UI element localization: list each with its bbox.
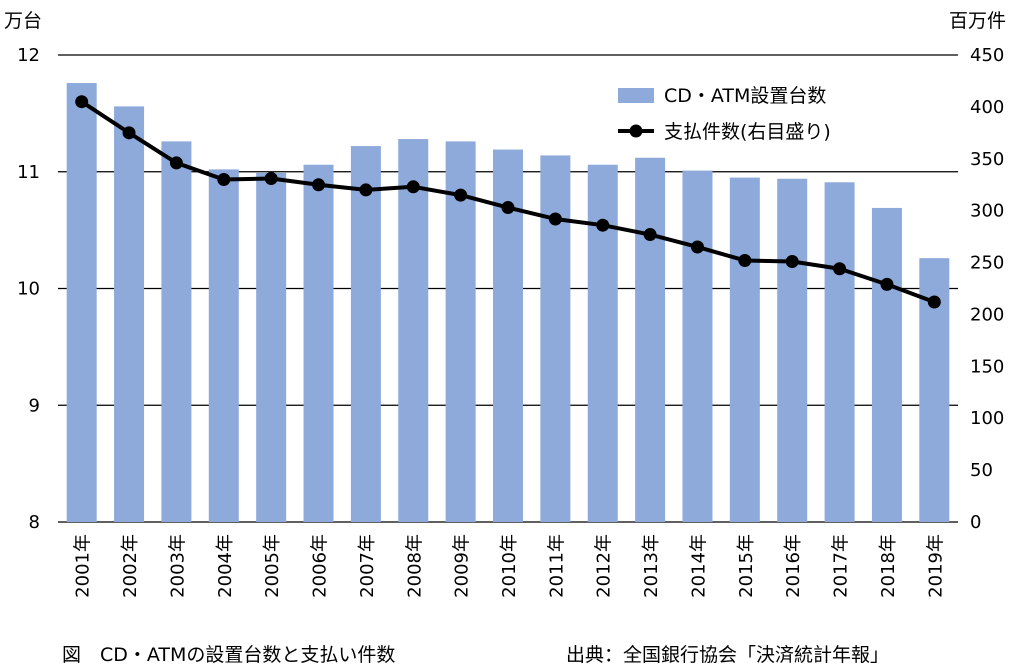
bar-2005年 xyxy=(256,172,287,523)
line-point-2001年 xyxy=(75,95,89,109)
x-tick-label: 2008年 xyxy=(404,534,425,598)
line-point-2011年 xyxy=(548,212,562,226)
line-series xyxy=(75,95,941,309)
chart: 8 9 10 11 12 0 50 100 150 200 250 300 350 400 450 万台 百万件… xyxy=(4,10,1006,598)
x-tick-label: 2019年 xyxy=(925,534,946,598)
bar-2015年 xyxy=(729,177,760,522)
figure-caption: 図 CD・ATMの設置台数と支払い件数 xyxy=(62,644,396,666)
line-point-2009年 xyxy=(454,188,468,202)
y-left-tick-label: 8 xyxy=(29,512,40,533)
line-point-2012年 xyxy=(596,218,610,232)
bar-2011年 xyxy=(540,155,571,522)
x-tick-label: 2018年 xyxy=(878,534,899,598)
x-tick-label: 2009年 xyxy=(452,534,473,598)
x-tick-label: 2002年 xyxy=(120,534,141,598)
legend-line-label: 支払件数(右目盛り) xyxy=(664,121,831,143)
y-left-tick-label: 9 xyxy=(29,395,40,416)
y-left-tick-label: 11 xyxy=(17,162,40,183)
line-point-2018年 xyxy=(880,277,894,291)
line-point-2002年 xyxy=(122,126,136,140)
y-right-tick-label: 150 xyxy=(970,356,1004,377)
x-tick-label: 2003年 xyxy=(167,534,188,598)
y-right-tick-label: 50 xyxy=(970,460,993,481)
bar-2001年 xyxy=(66,83,97,523)
source-caption: 出典：全国銀行協会「決済統計年報」 xyxy=(566,644,890,666)
x-tick-label: 2004年 xyxy=(215,534,236,598)
y-right-tick-label: 350 xyxy=(970,149,1004,170)
x-tick-label: 2005年 xyxy=(262,534,283,598)
x-tick-label: 2010年 xyxy=(499,534,520,598)
y-left-tick-label: 12 xyxy=(17,45,40,66)
y-right-tick-label: 250 xyxy=(970,253,1004,274)
bar-series xyxy=(66,83,950,523)
line-point-2013年 xyxy=(643,228,657,242)
y-right-tick-label: 200 xyxy=(970,304,1004,325)
x-tick-label: 2014年 xyxy=(688,534,709,598)
bar-2018年 xyxy=(871,207,902,522)
line-point-2004年 xyxy=(217,173,231,187)
bar-2002年 xyxy=(114,106,145,523)
bar-2007年 xyxy=(350,146,381,522)
line-point-2017年 xyxy=(833,262,847,276)
x-tick-label: 2016年 xyxy=(783,534,804,598)
y-right-tick-label: 400 xyxy=(970,97,1004,118)
line-point-2005年 xyxy=(264,171,278,185)
bar-2014年 xyxy=(682,170,713,522)
line-point-2014年 xyxy=(690,240,704,254)
y-left-tick-label: 10 xyxy=(17,279,40,300)
legend-line-marker xyxy=(629,124,643,138)
x-tick-label: 2006年 xyxy=(310,534,331,598)
line-point-2008年 xyxy=(406,180,420,194)
line-point-2019年 xyxy=(927,295,941,309)
bar-2006年 xyxy=(303,164,334,522)
y-right-tick-label: 100 xyxy=(970,408,1004,429)
x-tick-label: 2011年 xyxy=(546,534,567,598)
x-tick-label: 2015年 xyxy=(736,534,757,598)
y-left-axis-label: 万台 xyxy=(4,10,42,32)
x-tick-label: 2007年 xyxy=(357,534,378,598)
bar-2003年 xyxy=(161,141,192,522)
bar-2012年 xyxy=(587,164,618,522)
line-point-2006年 xyxy=(312,178,326,192)
line-point-2015年 xyxy=(738,253,752,267)
x-tick-label: 2017年 xyxy=(831,534,852,598)
line-point-2010年 xyxy=(501,201,515,215)
x-tick-label: 2013年 xyxy=(641,534,662,598)
axes: 8 9 10 11 12 0 50 100 150 200 250 300 350 400 450 万台 百万件… xyxy=(4,10,1006,598)
x-tick-label: 2001年 xyxy=(73,534,94,598)
legend-bar-label: CD・ATM設置台数 xyxy=(664,85,826,107)
x-tick-label: 2012年 xyxy=(594,534,615,598)
y-right-tick-label: 0 xyxy=(970,512,981,533)
line-point-2007年 xyxy=(359,183,373,197)
y-right-tick-label: 450 xyxy=(970,45,1004,66)
bar-2013年 xyxy=(635,157,666,523)
line-point-2016年 xyxy=(785,255,799,269)
bar-2008年 xyxy=(398,139,429,522)
y-right-tick-label: 300 xyxy=(970,201,1004,222)
line-point-2003年 xyxy=(169,156,183,170)
bar-2016年 xyxy=(777,178,808,522)
y-right-axis-label: 百万件 xyxy=(949,10,1006,32)
bar-2009年 xyxy=(445,141,476,522)
bar-2017年 xyxy=(824,182,855,522)
bar-2004年 xyxy=(208,169,239,523)
legend-bar-swatch xyxy=(618,88,654,103)
